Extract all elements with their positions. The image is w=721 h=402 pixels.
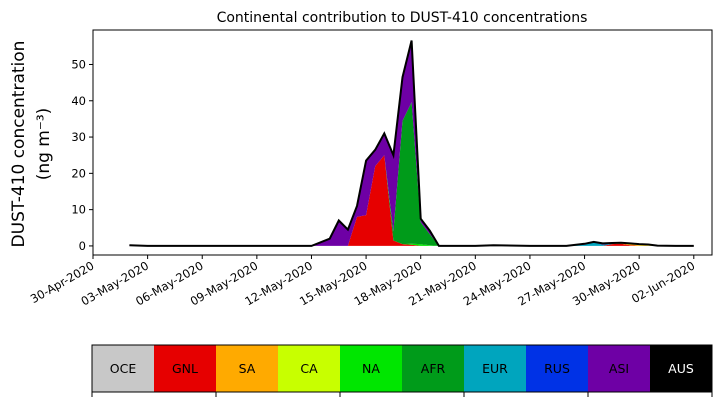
y-tick-label: 40 [71, 94, 86, 108]
area-asi [129, 40, 694, 246]
y-tick-label: 10 [71, 203, 86, 217]
legend-swatch-gnl [154, 345, 217, 392]
plot-frame [92, 29, 713, 256]
x-axis: 30-Apr-202003-May-202006-May-202009-May-… [28, 255, 697, 308]
legend-swatch-sa [216, 345, 279, 392]
y-tick-label: 30 [71, 130, 86, 144]
y-axis: 0 10 20 30 40 50 [71, 57, 93, 253]
y-tick-label: 50 [71, 57, 86, 71]
legend-label-afr: AFR [421, 361, 446, 376]
legend-label-oce: OCE [110, 361, 137, 376]
y-axis-label: DUST-410 concentration (ng m⁻³) [9, 41, 54, 248]
legend-swatch-afr [402, 345, 465, 392]
area-afr [129, 102, 694, 246]
total-outline-line [129, 40, 694, 247]
legend-frame [91, 344, 713, 393]
legend-swatch-na [340, 345, 403, 392]
legend-swatch-aus [650, 345, 713, 392]
y-axis-label-line1: DUST-410 concentration [9, 41, 29, 248]
area-series-group [129, 40, 694, 246]
y-tick-label: 20 [71, 166, 86, 180]
legend-label-asi: ASI [609, 361, 629, 376]
legend-label-rus: RUS [544, 361, 570, 376]
legend-swatch-oce [92, 345, 155, 392]
legend-swatch-ca [278, 345, 341, 392]
y-axis-label-line2: (ng m⁻³) [34, 108, 54, 181]
legend-label-ca: CA [300, 361, 318, 376]
legend-label-sa: SA [239, 361, 256, 376]
chart-title: Continental contribution to DUST-410 con… [217, 10, 588, 26]
legend-label-na: NA [362, 361, 380, 376]
legend-label-aus: AUS [668, 361, 694, 376]
legend-swatch-rus [526, 345, 589, 392]
legend-swatch-eur [464, 345, 527, 392]
y-tick-label: 0 [79, 239, 86, 253]
legend-label-eur: EUR [482, 361, 508, 376]
legend-label-gnl: GNL [172, 361, 198, 376]
legend: OCE GNL SA CA NA AFR EUR RUS ASI AUS [91, 344, 713, 397]
legend-swatch-asi [588, 345, 651, 392]
